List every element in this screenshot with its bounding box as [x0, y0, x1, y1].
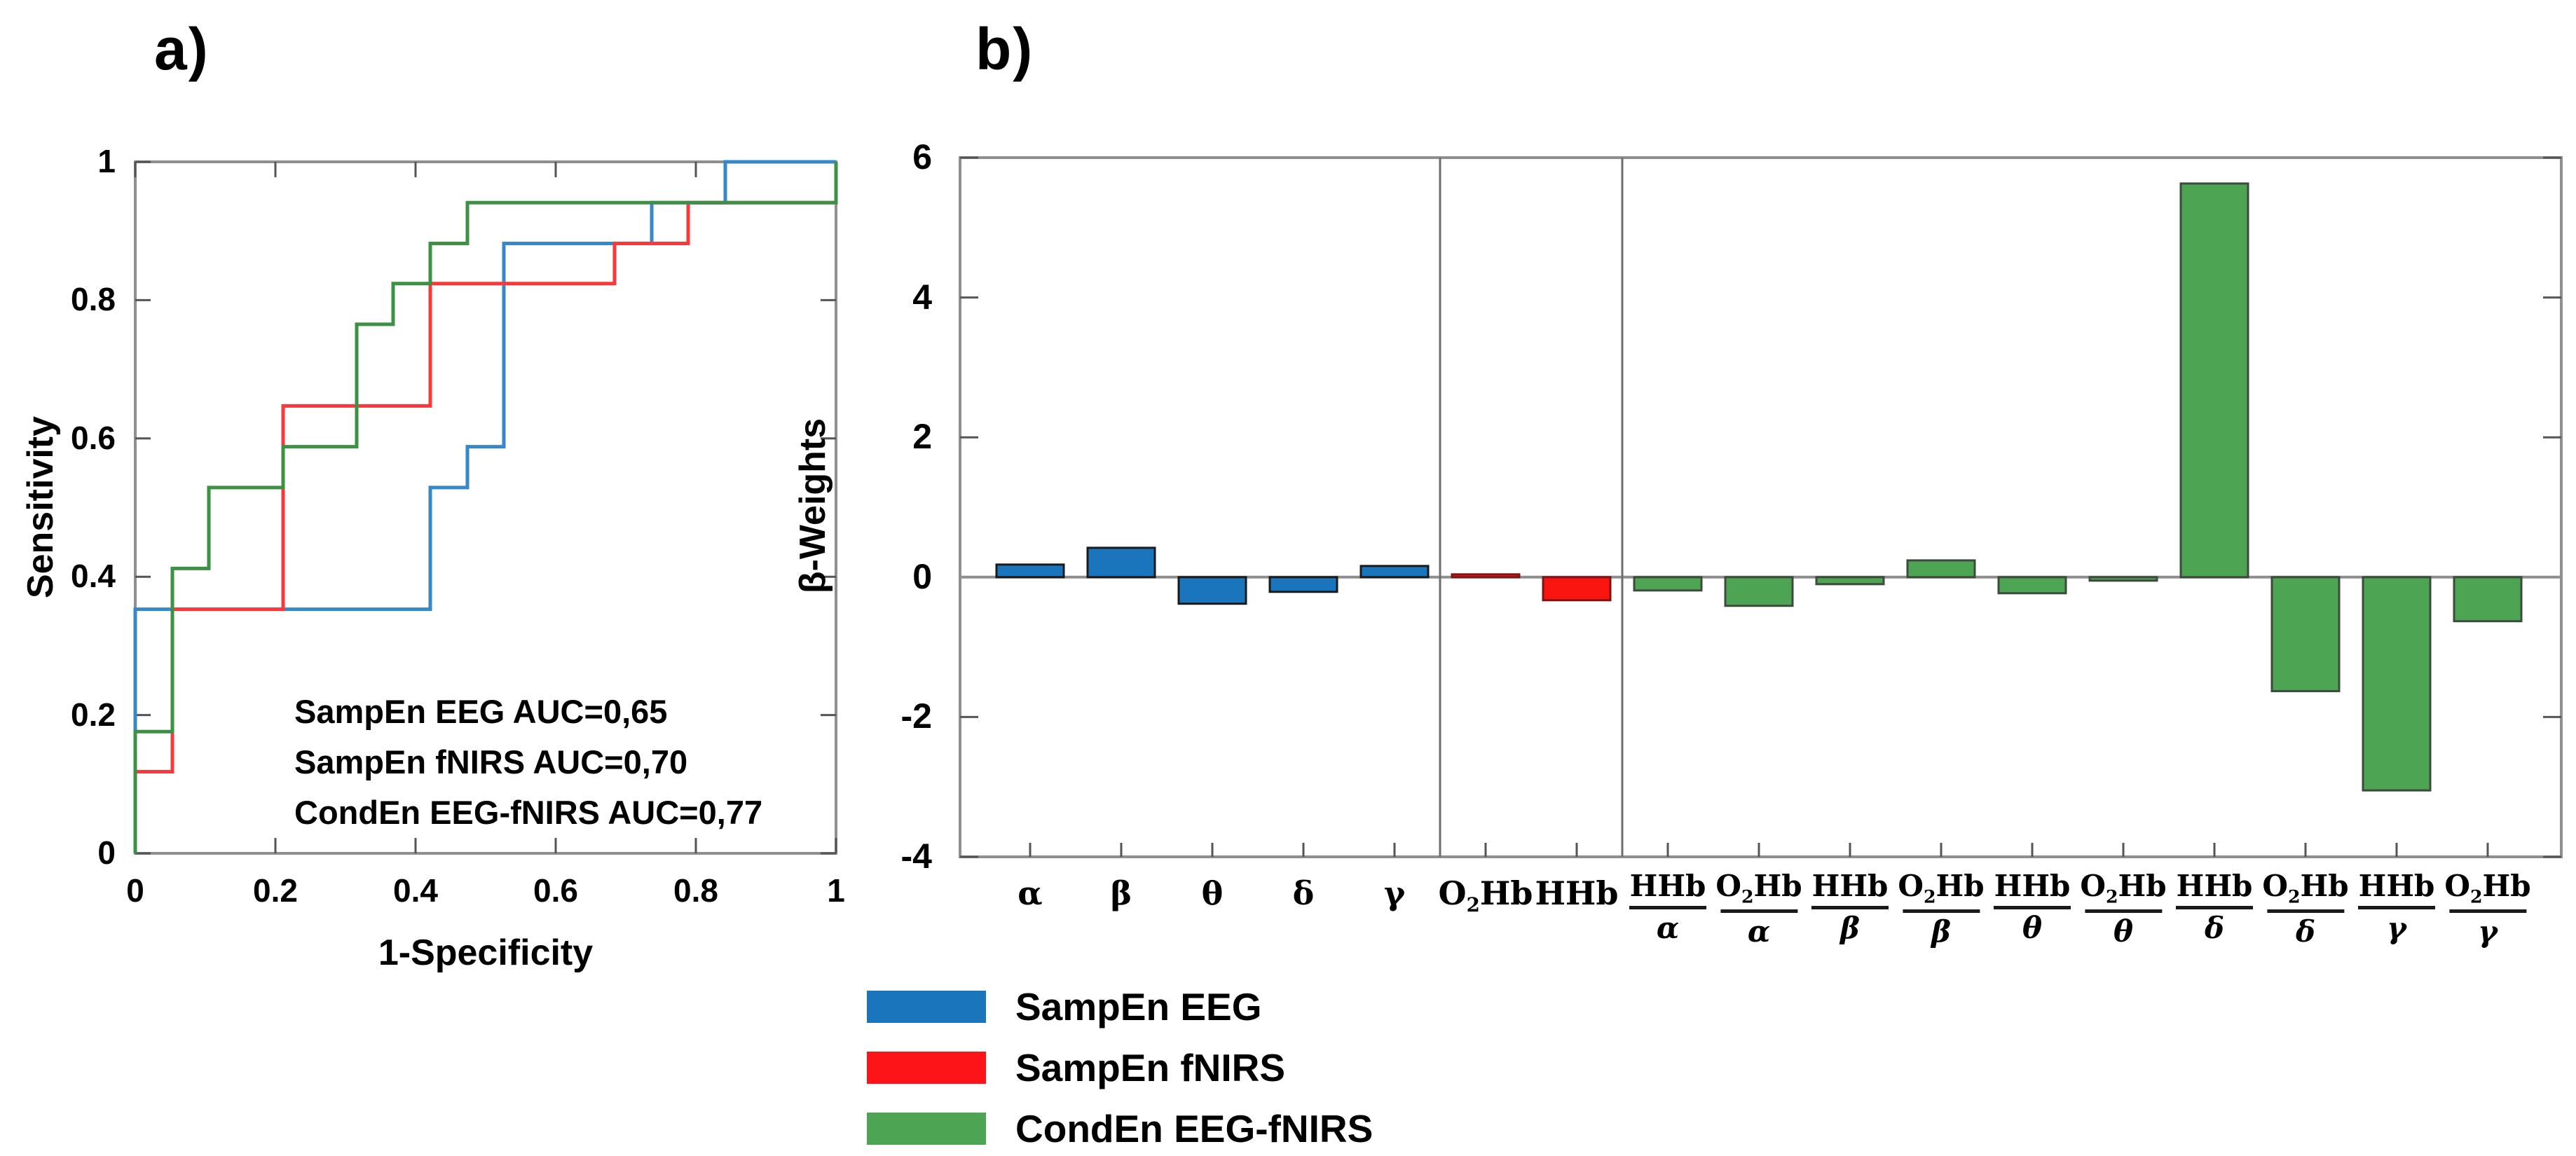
panel-a-y-tick-label: 1	[97, 143, 116, 179]
panel-b-y-tick-label: 0	[912, 556, 932, 596]
panel-a-y-tick-label: 0.6	[71, 419, 116, 456]
category-label-fraction: O2Hb θ	[2080, 869, 2167, 949]
panel-a-y-tick-label: 0	[97, 834, 116, 871]
panel-a-x-tick-label: 0.4	[393, 872, 438, 909]
panel-a-y-tick-label: 0.8	[71, 281, 116, 318]
category-label-fraction: O2Hb α	[1715, 869, 1802, 949]
bar-HHb/γ	[2362, 576, 2432, 792]
category-label: γ	[1383, 874, 1406, 912]
legend-label: SampEn EEG	[1015, 985, 1262, 1028]
bar-HHb/β	[1815, 576, 1885, 586]
panel-b-title: b)	[975, 16, 1034, 82]
legend-item: SampEn fNIRS	[867, 1045, 1285, 1090]
panel-a-x-axis-label: 1-Specificity	[378, 933, 594, 973]
category-label: θ	[1201, 874, 1224, 912]
bar-HHb/θ	[1997, 576, 2067, 595]
category-label-fraction: HHb α	[1629, 869, 1706, 945]
bar-O2Hb/θ	[2088, 576, 2158, 582]
bar-HHb/α	[1633, 576, 1703, 592]
panel-a-x-tick-label: 0.6	[533, 872, 578, 909]
category-label-fraction: HHb θ	[1994, 869, 2071, 945]
category-label: β	[1110, 874, 1132, 912]
panel-b-y-tick-label: -2	[900, 696, 932, 736]
bar-O2Hb/δ	[2270, 576, 2341, 692]
panel-b-y-tick-label: -4	[900, 837, 932, 876]
category-label: HHb	[1535, 874, 1619, 912]
legend-swatch	[867, 1113, 986, 1145]
panel-a-x-tick-label: 1	[827, 872, 845, 909]
bar-O2Hb/α	[1724, 576, 1794, 607]
category-label-fraction: HHb γ	[2358, 869, 2435, 945]
panel-a-y-tick-label: 0.4	[71, 558, 116, 595]
panel-b-plot-box	[959, 156, 2563, 858]
category-label-fraction: O2Hb δ	[2262, 869, 2349, 949]
category-label-fraction: O2Hb γ	[2444, 869, 2531, 949]
bar-HHb/δ	[2179, 182, 2249, 579]
legend-swatch	[867, 991, 986, 1023]
panel-b-y-tick-label: 6	[912, 137, 932, 177]
bar-O2Hb/γ	[2453, 576, 2523, 623]
auc-annotation-line: CondEn EEG-fNIRS AUC=0,77	[294, 794, 763, 831]
bar-θ	[1177, 576, 1247, 605]
panel-a-x-tick-label: 0.2	[253, 872, 298, 909]
auc-annotation-line: SampEn EEG AUC=0,65	[294, 693, 668, 730]
bar-β	[1086, 546, 1156, 579]
category-label: α	[1018, 874, 1043, 912]
panel-a-title: a)	[154, 16, 210, 82]
roc-curve-1	[133, 162, 838, 853]
panel-b-y-tick-label: 4	[912, 277, 932, 317]
bar-α	[995, 563, 1065, 579]
panel-a-plot-box	[134, 160, 837, 855]
legend-item: SampEn EEG	[867, 984, 1261, 1029]
bar-γ	[1359, 565, 1430, 579]
category-label: δ	[1292, 874, 1315, 912]
legend-label: SampEn fNIRS	[1015, 1046, 1286, 1089]
category-label-fraction: HHb β	[1811, 869, 1889, 945]
panel-a-x-tick-label: 0.8	[673, 872, 718, 909]
panel-a-y-tick-label: 0.2	[71, 696, 116, 733]
panel-a-x-tick-label: 0	[126, 872, 144, 909]
roc-curve-2	[133, 162, 838, 853]
bar-HHb	[1542, 576, 1612, 602]
legend-label: CondEn EEG-fNIRS	[1015, 1107, 1373, 1150]
category-label-fraction: O2Hb β	[1898, 869, 1985, 949]
legend-item: CondEn EEG-fNIRS	[867, 1106, 1373, 1151]
bar-O2Hb/β	[1906, 559, 1976, 579]
panel-b-y-tick-label: 2	[912, 417, 932, 457]
bar-O2Hb	[1451, 573, 1521, 579]
auc-annotations: SampEn EEG AUC=0,65 SampEn fNIRS AUC=0,70…	[294, 687, 762, 838]
bar-δ	[1268, 576, 1338, 593]
auc-annotation-line: SampEn fNIRS AUC=0,70	[294, 743, 688, 780]
category-label: O2Hb	[1438, 874, 1533, 917]
legend-swatch	[867, 1052, 986, 1084]
category-label-fraction: HHb δ	[2176, 869, 2253, 945]
